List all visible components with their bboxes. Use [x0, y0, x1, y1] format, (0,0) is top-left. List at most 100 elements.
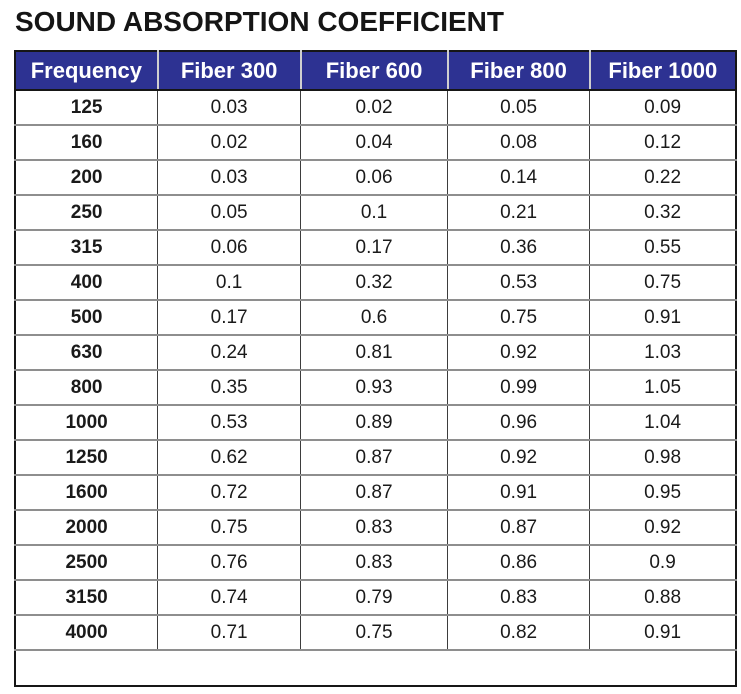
column-header-fiber-600: Fiber 600: [299, 51, 448, 91]
value-cell: 0.17: [157, 299, 301, 335]
table-row: 315 0.06 0.17 0.36 0.55: [15, 229, 736, 265]
empty-row: [15, 649, 736, 686]
table-row: 500 0.17 0.6 0.75 0.91: [15, 299, 736, 335]
value-cell: 0.71: [157, 614, 301, 650]
value-cell: 0.1: [157, 264, 301, 300]
table-body: 125 0.03 0.02 0.05 0.09 160 0.02 0.04 0.08 0.12 20…: [15, 90, 736, 686]
value-cell: 0.76: [157, 544, 301, 580]
column-header-frequency: Frequency: [15, 51, 158, 91]
value-cell: 0.91: [447, 474, 590, 510]
frequency-cell: 400: [15, 264, 158, 300]
value-cell: 0.32: [589, 194, 736, 230]
page-title: SOUND ABSORPTION COEFFICIENT: [15, 6, 504, 37]
frequency-cell: 500: [15, 299, 158, 335]
value-cell: 0.75: [447, 299, 590, 335]
table-row: 1000 0.53 0.89 0.96 1.04: [15, 404, 736, 440]
value-cell: 0.05: [447, 90, 590, 125]
column-header-fiber-300: Fiber 300: [156, 51, 301, 91]
header-row: Frequency Fiber 300 Fiber 600 Fiber 800 …: [15, 51, 736, 91]
value-cell: 0.32: [299, 264, 448, 300]
value-cell: 0.75: [589, 264, 736, 300]
value-cell: 0.03: [157, 159, 301, 195]
value-cell: 0.83: [299, 509, 448, 545]
frequency-cell: 630: [15, 334, 158, 370]
value-cell: 0.04: [299, 124, 448, 160]
frequency-cell: 160: [15, 124, 158, 160]
table-row: 1250 0.62 0.87 0.92 0.98: [15, 439, 736, 475]
value-cell: 0.82: [447, 614, 590, 650]
frequency-cell: 1000: [15, 404, 158, 440]
value-cell: 0.17: [299, 229, 448, 265]
value-cell: 1.03: [589, 334, 736, 370]
frequency-cell: 250: [15, 194, 158, 230]
value-cell: 0.08: [447, 124, 590, 160]
frequency-cell: 200: [15, 159, 158, 195]
table-row: 1600 0.72 0.87 0.91 0.95: [15, 474, 736, 510]
value-cell: 0.87: [447, 509, 590, 545]
value-cell: 0.88: [589, 579, 736, 615]
frequency-cell: 1600: [15, 474, 158, 510]
value-cell: 0.55: [589, 229, 736, 265]
empty-cell: [15, 649, 736, 686]
frequency-cell: 2000: [15, 509, 158, 545]
table-row: 125 0.03 0.02 0.05 0.09: [15, 90, 736, 125]
value-cell: 0.96: [447, 404, 590, 440]
value-cell: 0.75: [157, 509, 301, 545]
frequency-cell: 315: [15, 229, 158, 265]
value-cell: 0.98: [589, 439, 736, 475]
value-cell: 0.35: [157, 369, 301, 405]
frequency-cell: 4000: [15, 614, 158, 650]
value-cell: 0.22: [589, 159, 736, 195]
value-cell: 0.81: [299, 334, 448, 370]
value-cell: 0.87: [299, 474, 448, 510]
table-row: 630 0.24 0.81 0.92 1.03: [15, 334, 736, 370]
frequency-cell: 3150: [15, 579, 158, 615]
value-cell: 0.83: [447, 579, 590, 615]
table-row: 400 0.1 0.32 0.53 0.75: [15, 264, 736, 300]
value-cell: 0.06: [157, 229, 301, 265]
value-cell: 0.12: [589, 124, 736, 160]
value-cell: 0.06: [299, 159, 448, 195]
value-cell: 0.53: [157, 404, 301, 440]
table-row: 250 0.05 0.1 0.21 0.32: [15, 194, 736, 230]
value-cell: 0.21: [447, 194, 590, 230]
frequency-cell: 1250: [15, 439, 158, 475]
value-cell: 0.92: [447, 439, 590, 475]
value-cell: 0.92: [589, 509, 736, 545]
value-cell: 0.72: [157, 474, 301, 510]
value-cell: 0.62: [157, 439, 301, 475]
value-cell: 0.93: [299, 369, 448, 405]
value-cell: 0.09: [589, 90, 736, 125]
value-cell: 1.04: [589, 404, 736, 440]
value-cell: 0.99: [447, 369, 590, 405]
table-row: 800 0.35 0.93 0.99 1.05: [15, 369, 736, 405]
frequency-cell: 125: [70, 96, 103, 118]
value-cell: 0.92: [447, 334, 590, 370]
value-cell: 0.9: [589, 544, 736, 580]
value-cell: 0.53: [447, 264, 590, 300]
value-cell: 0.91: [589, 299, 736, 335]
table-row: 200 0.03 0.06 0.14 0.22: [15, 159, 736, 195]
value-cell: 0.03: [157, 90, 301, 125]
table-row: 3150 0.74 0.79 0.83 0.88: [15, 579, 736, 615]
value-cell: 0.14: [447, 159, 590, 195]
value-cell: 0.91: [589, 614, 736, 650]
value-cell: 0.1: [299, 194, 448, 230]
value-cell: 0.05: [157, 194, 301, 230]
value-cell: 0.89: [299, 404, 448, 440]
column-header-fiber-800: Fiber 800: [446, 51, 590, 91]
value-cell: 0.36: [447, 229, 590, 265]
value-cell: 0.87: [299, 439, 448, 475]
frequency-cell: 2500: [15, 544, 158, 580]
table-row: 2000 0.75 0.83 0.87 0.92: [15, 509, 736, 545]
value-cell: 0.79: [299, 579, 448, 615]
value-cell: 0.75: [299, 614, 448, 650]
value-cell: 0.6: [299, 299, 448, 335]
table-row: 2500 0.76 0.83 0.86 0.9: [15, 544, 736, 580]
value-cell: 0.24: [157, 334, 301, 370]
table-row: 160 0.02 0.04 0.08 0.12: [15, 124, 736, 160]
value-cell: 0.02: [299, 90, 448, 125]
value-cell: 0.83: [299, 544, 448, 580]
value-cell: 0.86: [447, 544, 590, 580]
